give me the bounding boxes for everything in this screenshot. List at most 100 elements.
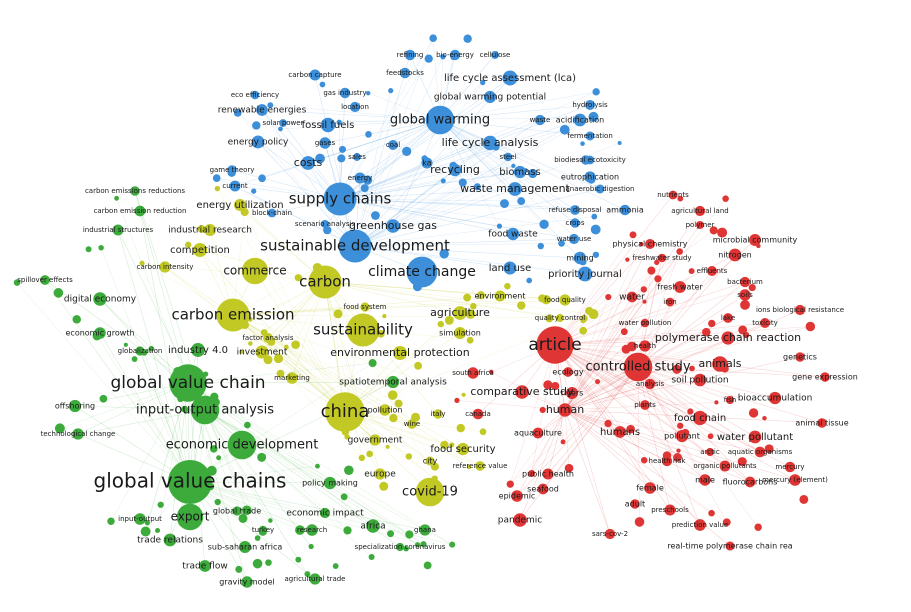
node [254, 535, 261, 541]
node [405, 453, 413, 460]
node [491, 51, 499, 59]
node [740, 299, 750, 310]
node [323, 182, 357, 216]
node [592, 251, 600, 258]
node-label: soil pollution [671, 376, 728, 386]
edge [314, 74, 356, 247]
edge [254, 270, 346, 413]
node [134, 513, 146, 525]
node [216, 298, 250, 332]
node-label: biodiesol ecotoxicity [554, 156, 625, 164]
node [72, 428, 84, 440]
node [276, 369, 285, 378]
node [258, 525, 268, 535]
node [257, 452, 267, 462]
node [93, 292, 107, 306]
node [291, 340, 300, 349]
node-label: soils [737, 291, 753, 299]
edge [117, 229, 191, 483]
node [675, 429, 689, 443]
edge [439, 119, 601, 190]
node-label: global warming potential [434, 93, 546, 103]
edge [324, 281, 501, 297]
node [647, 266, 656, 275]
node-label: climate change [368, 264, 476, 280]
node [333, 309, 343, 319]
node-label: game theory [210, 166, 255, 174]
edge [637, 366, 701, 526]
edge [188, 244, 346, 413]
edge [554, 230, 714, 346]
node-label: canada [465, 410, 491, 418]
node [379, 404, 391, 416]
edge [232, 314, 346, 413]
node [387, 390, 398, 400]
node [323, 225, 332, 235]
node [511, 490, 523, 502]
edge [439, 91, 597, 121]
node [308, 265, 342, 299]
edge [564, 409, 611, 535]
node [528, 469, 536, 477]
node [593, 227, 598, 232]
node-label: specialization coronavirus [355, 543, 446, 551]
edge [637, 366, 727, 523]
node [295, 525, 305, 535]
node-label: investment [237, 348, 288, 358]
edge [456, 400, 566, 411]
edge [232, 299, 566, 316]
edge [307, 119, 441, 164]
node [407, 419, 417, 429]
node-label: male [695, 476, 715, 485]
node-label: gases [315, 139, 336, 147]
node [626, 341, 637, 352]
node [346, 313, 380, 347]
node [216, 455, 222, 461]
edge [204, 409, 308, 575]
node [321, 220, 329, 228]
node [619, 204, 631, 216]
node [440, 53, 446, 60]
edge [189, 481, 331, 484]
node [483, 90, 497, 104]
node [386, 375, 400, 389]
node-label: female [636, 484, 664, 493]
edge [354, 119, 541, 247]
edge [564, 409, 712, 514]
edge [339, 91, 597, 200]
edge [324, 281, 584, 321]
node [295, 556, 302, 563]
edge [554, 281, 746, 346]
node [134, 205, 146, 217]
node-label: industrial research [168, 226, 252, 236]
node-label: block-chain [252, 209, 292, 217]
node-label: trade flow [182, 562, 227, 572]
node [319, 507, 331, 519]
node-label: food system [343, 303, 386, 311]
node [209, 445, 218, 453]
node-label: greenhouse gas [349, 219, 437, 232]
node-label: comparative study [470, 385, 574, 398]
node [404, 49, 416, 61]
edge [261, 109, 341, 200]
edge [564, 270, 652, 411]
edge [354, 216, 595, 247]
node [676, 248, 683, 255]
node [414, 361, 422, 370]
node [640, 286, 647, 293]
edge [564, 409, 570, 469]
node-label: sales [348, 153, 366, 161]
edge [564, 243, 642, 411]
edge [564, 409, 796, 481]
edge [554, 344, 678, 458]
node-label: eco efficiency [231, 91, 279, 99]
edge [339, 198, 545, 225]
edge [324, 281, 543, 299]
node [155, 527, 161, 534]
node [239, 349, 244, 354]
edge [554, 344, 776, 399]
edge [232, 314, 363, 459]
node [640, 400, 650, 410]
node [53, 288, 64, 298]
node [748, 430, 762, 444]
